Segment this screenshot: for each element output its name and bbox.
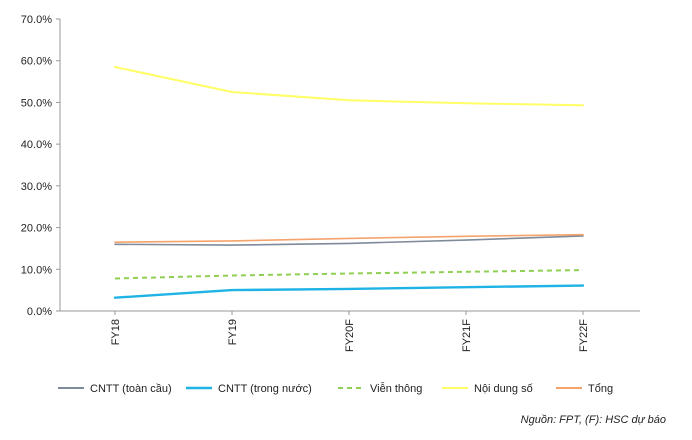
series-line-0 bbox=[114, 235, 584, 246]
x-tick-label: FY21F bbox=[461, 319, 473, 352]
y-tick-label: 70.0% bbox=[21, 14, 52, 26]
legend-label-1: CNTT (trong nước) bbox=[218, 383, 312, 395]
y-tick-label: 40.0% bbox=[21, 139, 52, 151]
series-line-2 bbox=[114, 269, 584, 280]
series-line-1 bbox=[113, 284, 585, 299]
legend-label-3: Nội dung số bbox=[474, 383, 533, 395]
legend-label-0: CNTT (toàn cầu) bbox=[90, 383, 172, 395]
y-tick-label: 0.0% bbox=[27, 306, 52, 318]
x-axis: FY18 FY19 FY20F FY21F FY22F bbox=[60, 310, 640, 352]
source-note: Nguồn: FPT, (F): HSC dự báo bbox=[520, 414, 666, 426]
legend-label-4: Tổng bbox=[588, 383, 613, 395]
y-tick-label: 50.0% bbox=[21, 97, 52, 109]
y-tick-label: 60.0% bbox=[21, 56, 52, 68]
legend-label-2: Viễn thông bbox=[370, 382, 422, 395]
y-tick-label: 20.0% bbox=[21, 223, 52, 235]
series-line-4 bbox=[114, 233, 584, 243]
y-tick-label: 10.0% bbox=[21, 264, 52, 276]
y-axis: 0.0% 10.0% 20.0% 30.0% 40.0% 50.0% 60.0% 70.0% bbox=[21, 14, 61, 318]
x-tick-label: FY22F bbox=[578, 319, 590, 352]
x-tick-label: FY19 bbox=[227, 319, 239, 345]
x-tick-label: FY20F bbox=[344, 319, 356, 352]
x-tick-label: FY18 bbox=[110, 319, 122, 345]
series-line-3 bbox=[114, 66, 584, 107]
legend: CNTT (toàn cầu) CNTT (trong nước) Viễn thô… bbox=[58, 382, 613, 395]
series-lines bbox=[113, 66, 585, 299]
y-tick-label: 30.0% bbox=[21, 181, 52, 193]
